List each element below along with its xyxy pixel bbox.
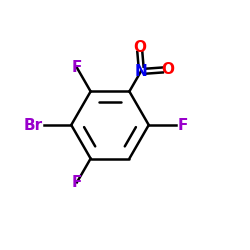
Text: O: O	[133, 40, 146, 55]
Text: Br: Br	[24, 118, 42, 132]
Text: F: F	[178, 118, 188, 132]
Text: N: N	[135, 64, 147, 79]
Text: F: F	[72, 60, 82, 75]
Text: F: F	[72, 175, 82, 190]
Text: O: O	[161, 62, 174, 78]
